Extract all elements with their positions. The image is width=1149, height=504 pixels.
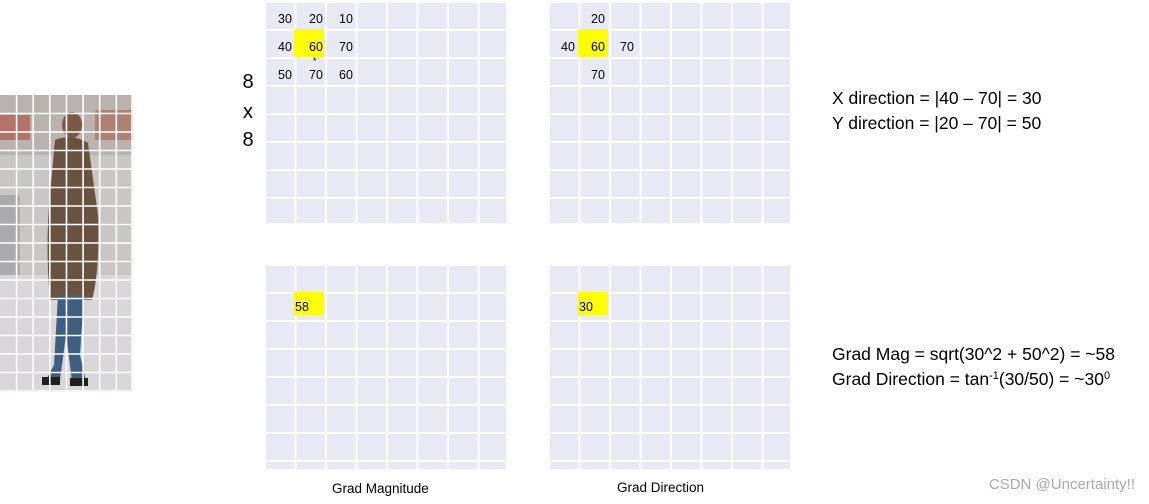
csdn-watermark: CSDN @Uncertainty!!: [988, 476, 1135, 493]
direction-value: 30: [579, 300, 593, 314]
grad-dir-mid: (30/50) = ~30: [998, 369, 1104, 389]
grad-dir-prefix: Grad Direction = tan: [832, 369, 990, 389]
grad-mag-equation: Grad Mag = sqrt(30^2 + 50^2) = ~58: [832, 344, 1115, 364]
magnitude-value: 58: [295, 300, 309, 314]
grid-size-label-x: x: [243, 101, 253, 123]
pixel-value: 20: [309, 12, 323, 26]
cursor-marker: *: [313, 56, 317, 66]
center-pixel-highlight: [578, 29, 608, 57]
pixel-values-grid: 30 20 10 40 60 70 * 50 70 60: [264, 1, 506, 223]
pixel-value: 50: [278, 68, 292, 82]
grad-direction-equation: Grad Direction = tan-1(30/50) = ~300: [832, 367, 1110, 392]
pixel-value: 70: [339, 40, 353, 54]
x-direction-equation: X direction = |40 – 70| = 30: [832, 88, 1042, 108]
pixel-value: 10: [339, 12, 353, 26]
pixel-value-right: 70: [620, 40, 634, 54]
pixel-value: 60: [309, 40, 323, 54]
pixel-value-left: 40: [561, 40, 575, 54]
degree-superscript: 0: [1103, 370, 1111, 382]
pixel-value-center: 60: [591, 40, 605, 54]
pixel-value-bottom: 70: [591, 68, 605, 82]
pixel-value: 70: [309, 68, 323, 82]
magnitude-highlight: [294, 292, 324, 315]
grad-direction-grid: 30: [548, 264, 790, 469]
pedestrian-image: [0, 95, 133, 392]
center-pixel-highlight: [294, 29, 324, 57]
y-direction-equation: Y direction = |20 – 70| = 50: [832, 113, 1042, 133]
grad-magnitude-grid: 58: [264, 264, 506, 469]
grad-magnitude-caption: Grad Magnitude: [332, 481, 429, 496]
pixel-value: 60: [339, 68, 353, 82]
grad-direction-caption: Grad Direction: [617, 480, 705, 495]
grid-size-label-8: 8: [242, 71, 254, 93]
pixel-value: 40: [278, 40, 292, 54]
direction-highlight: [578, 292, 608, 315]
neighbor-pixels-grid: 20 40 60 70 70: [548, 1, 790, 223]
inverse-superscript: -1: [989, 370, 999, 382]
pixel-value-top: 20: [591, 12, 605, 26]
grid-size-label-8b: 8: [242, 129, 254, 151]
pixel-value: 30: [278, 12, 292, 26]
